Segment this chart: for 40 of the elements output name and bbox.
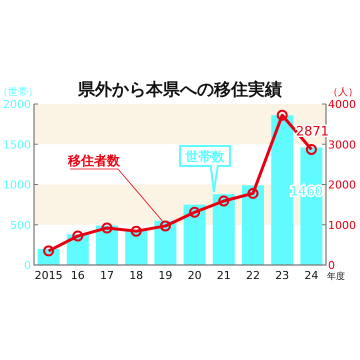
x-tick-label: 2015 <box>34 269 63 282</box>
point <box>189 206 200 218</box>
y-tick-label: 1500 <box>3 138 31 152</box>
y-tick-label: 2000 <box>3 98 31 111</box>
y-tick-label: 500 <box>10 218 31 232</box>
x-tick-label: 19 <box>158 269 172 282</box>
point <box>218 196 230 207</box>
point <box>306 144 317 155</box>
y2-axis-title: （人） <box>328 87 358 98</box>
text: 移住者数 <box>67 154 121 169</box>
point <box>276 110 288 121</box>
point <box>248 188 258 199</box>
x-tick-label: 16 <box>70 269 85 282</box>
x-tick-label: 23 <box>275 269 290 282</box>
data-label: 2871 <box>296 124 329 140</box>
y2-tick-label: 4000 <box>328 98 356 111</box>
x-axis-title: 年度 <box>327 271 345 282</box>
bar <box>212 194 235 265</box>
bar <box>242 185 264 265</box>
point <box>130 226 142 237</box>
point <box>160 220 171 232</box>
y2-tick-label: 1000 <box>328 218 356 232</box>
x-tick-label: 18 <box>129 269 144 282</box>
x-tick-label: 24 <box>304 269 318 282</box>
bar <box>184 204 206 265</box>
x-tick-label: 21 <box>216 269 231 282</box>
y2-tick-label: 3000 <box>328 138 356 152</box>
point <box>102 222 112 234</box>
y2-tick-label: 2000 <box>328 178 356 192</box>
chart-title: 県外から本県への移住実績 <box>77 80 282 100</box>
point <box>72 230 84 242</box>
text: 世帯数 <box>184 150 226 165</box>
y-axis-title: （世帯） <box>0 86 38 98</box>
x-tick-label: 17 <box>100 269 114 282</box>
y-tick-label: 0 <box>24 259 31 272</box>
y-tick-label: 1000 <box>3 178 31 192</box>
bar <box>125 230 148 265</box>
x-tick-label: 22 <box>246 269 260 282</box>
y2-tick-label: 0 <box>328 259 335 272</box>
x-tick-label: 20 <box>188 269 202 282</box>
